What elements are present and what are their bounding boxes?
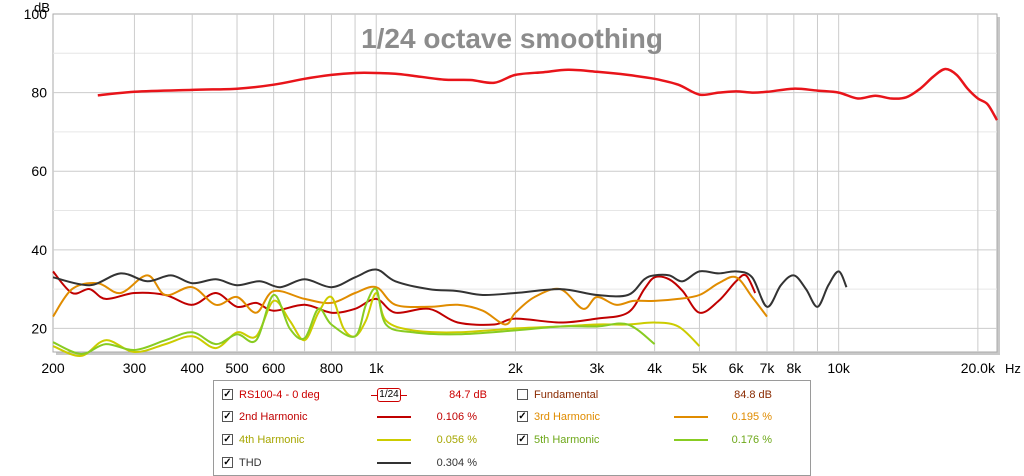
x-tick-label: 20.0k bbox=[961, 360, 996, 376]
plot-area bbox=[52, 13, 998, 353]
y-tick-label: 60 bbox=[31, 163, 47, 179]
x-tick-label: 200 bbox=[41, 360, 65, 376]
x-tick-label: 300 bbox=[123, 360, 147, 376]
legend-label-4th-harmonic: 4th Harmonic bbox=[239, 434, 305, 446]
legend-value-3rd-harmonic: 0.195 % bbox=[731, 411, 772, 423]
legend-swatch-3rd-harmonic bbox=[674, 416, 708, 418]
checkbox-5th-harmonic[interactable]: ✓ bbox=[517, 434, 528, 445]
axes: 100 80 60 40 20 200 300 400 500 600 800 1k 2k 3k 4k 5k 6… bbox=[24, 6, 996, 376]
x-axis-unit: Hz bbox=[1005, 361, 1021, 376]
legend-value-rs100: 84.7 dB bbox=[449, 389, 487, 401]
legend-label-3rd-harmonic: 3rd Harmonic bbox=[534, 411, 601, 423]
legend-label-fundamental: Fundamental bbox=[534, 389, 599, 401]
x-tick-label: 600 bbox=[262, 360, 286, 376]
x-tick-label: 6k bbox=[729, 360, 745, 376]
checkbox-3rd-harmonic[interactable]: ✓ bbox=[517, 411, 528, 422]
legend-label-5th-harmonic: 5th Harmonic bbox=[534, 434, 600, 446]
x-tick-label: 500 bbox=[225, 360, 249, 376]
x-tick-label: 7k bbox=[760, 360, 776, 376]
legend-value-thd: 0.304 % bbox=[436, 457, 477, 469]
checkbox-thd[interactable]: ✓ bbox=[222, 457, 233, 468]
legend-value-2nd-harmonic: 0.106 % bbox=[436, 411, 477, 423]
x-tick-label: 800 bbox=[320, 360, 344, 376]
legend-item-rs100[interactable]: ✓ RS100-4 - 0 deg 1/24 84.7 dB bbox=[222, 388, 512, 402]
x-tick-label: 1k bbox=[369, 360, 385, 376]
legend: ✓ RS100-4 - 0 deg 1/24 84.7 dB Fundament… bbox=[213, 380, 811, 476]
x-tick-label: 5k bbox=[692, 360, 708, 376]
y-tick-label: 100 bbox=[24, 6, 48, 22]
x-tick-label: 400 bbox=[181, 360, 205, 376]
frequency-response-chart: 100 80 60 40 20 200 300 400 500 600 800 1k 2k 3k 4k 5k 6… bbox=[24, 0, 1021, 376]
legend-item-fundamental[interactable]: Fundamental 84.8 dB bbox=[517, 388, 797, 402]
series-lines bbox=[52, 67, 999, 357]
x-tick-label: 10k bbox=[827, 360, 851, 376]
legend-swatch-thd bbox=[377, 462, 411, 464]
legend-value-4th-harmonic: 0.056 % bbox=[436, 434, 477, 446]
legend-item-2nd-harmonic[interactable]: ✓ 2nd Harmonic 0.106 % bbox=[222, 410, 512, 424]
legend-label-2nd-harmonic: 2nd Harmonic bbox=[239, 411, 308, 423]
series-line-4 bbox=[52, 287, 656, 356]
x-tick-label: 3k bbox=[589, 360, 605, 376]
x-tick-label: 4k bbox=[647, 360, 663, 376]
y-tick-label: 20 bbox=[31, 320, 47, 336]
series-line-2 bbox=[52, 274, 768, 326]
legend-item-4th-harmonic[interactable]: ✓ 4th Harmonic 0.056 % bbox=[222, 433, 512, 447]
checkbox-rs100[interactable]: ✓ bbox=[222, 389, 233, 400]
y-axis-unit: dB bbox=[34, 0, 50, 15]
checkbox-4th-harmonic[interactable]: ✓ bbox=[222, 434, 233, 445]
legend-swatch-4th-harmonic bbox=[377, 439, 411, 441]
legend-item-3rd-harmonic[interactable]: ✓ 3rd Harmonic 0.195 % bbox=[517, 410, 797, 424]
legend-value-5th-harmonic: 0.176 % bbox=[731, 434, 772, 446]
checkbox-fundamental[interactable] bbox=[517, 389, 528, 400]
legend-label-thd: THD bbox=[239, 457, 262, 469]
legend-swatch-5th-harmonic bbox=[674, 439, 708, 441]
smoothing-line-left bbox=[371, 395, 377, 396]
legend-item-thd[interactable]: ✓ THD 0.304 % bbox=[222, 456, 512, 470]
y-tick-label: 80 bbox=[31, 85, 47, 101]
series-line-3 bbox=[52, 292, 701, 357]
legend-item-5th-harmonic[interactable]: ✓ 5th Harmonic 0.176 % bbox=[517, 433, 797, 447]
smoothing-badge[interactable]: 1/24 bbox=[377, 388, 401, 402]
smoothing-line-right bbox=[401, 395, 407, 396]
x-tick-label: 2k bbox=[508, 360, 524, 376]
checkbox-2nd-harmonic[interactable]: ✓ bbox=[222, 411, 233, 422]
legend-swatch-2nd-harmonic bbox=[377, 416, 411, 418]
series-line-0 bbox=[97, 67, 999, 121]
chart-title: 1/24 octave smoothing bbox=[361, 23, 663, 54]
series-line-5 bbox=[52, 268, 848, 308]
y-tick-label: 40 bbox=[31, 242, 47, 258]
legend-label-rs100: RS100-4 - 0 deg bbox=[239, 389, 320, 401]
x-tick-label: 8k bbox=[786, 360, 802, 376]
legend-value-fundamental: 84.8 dB bbox=[734, 389, 772, 401]
